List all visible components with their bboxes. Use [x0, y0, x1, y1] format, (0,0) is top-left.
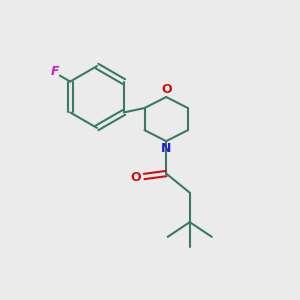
- Text: F: F: [51, 65, 59, 78]
- Text: O: O: [161, 83, 172, 96]
- Text: O: O: [130, 172, 141, 184]
- Text: N: N: [161, 142, 171, 155]
